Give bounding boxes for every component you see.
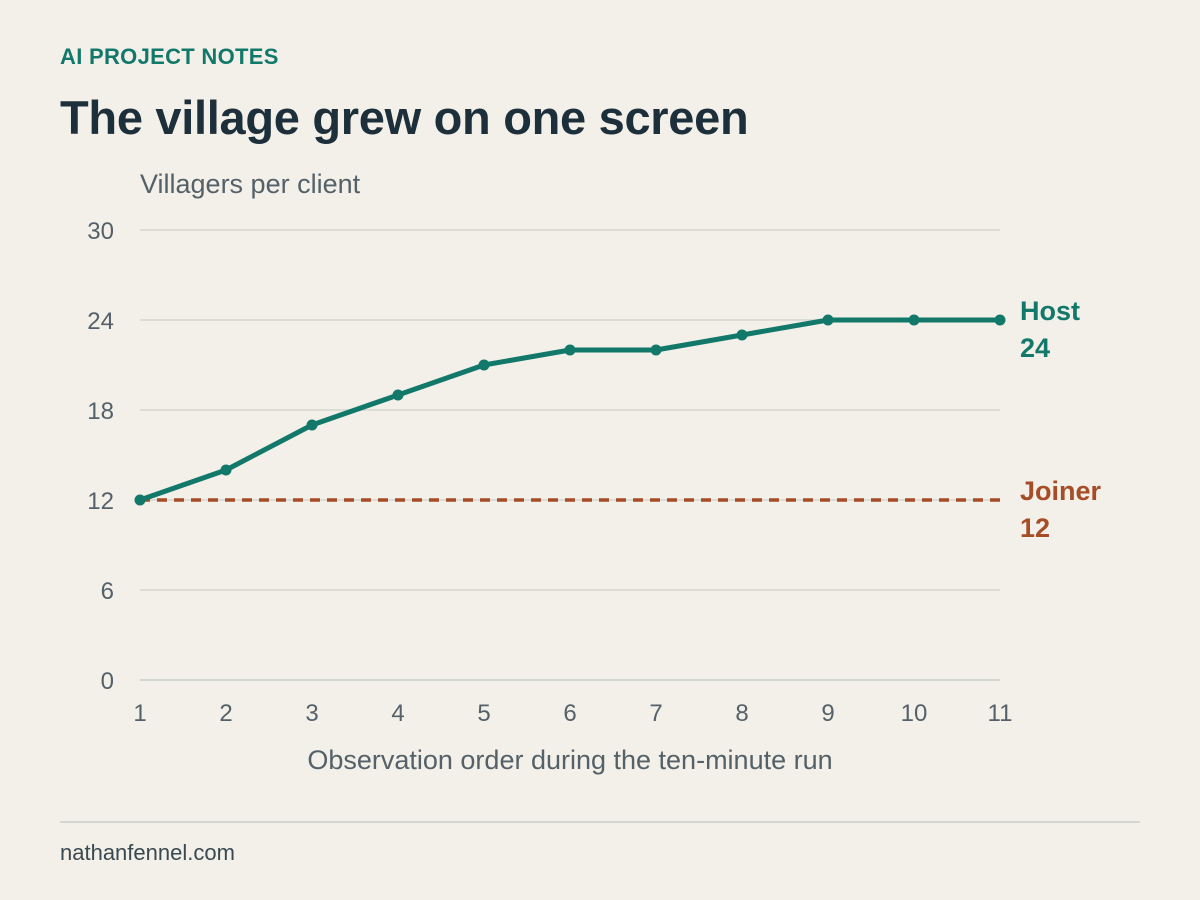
- y-axis-label: Villagers per client: [140, 169, 361, 199]
- data-point-host: [220, 464, 232, 476]
- footer-source: nathanfennel.com: [60, 840, 235, 865]
- y-tick-label: 24: [87, 308, 114, 335]
- gridlines: [140, 229, 1000, 681]
- kicker-label: AI PROJECT NOTES: [60, 44, 279, 69]
- footer-divider: [60, 821, 1140, 823]
- x-tick-label: 10: [901, 700, 928, 727]
- data-point-host: [478, 359, 490, 371]
- series-value-label-joiner: 12: [1020, 513, 1050, 543]
- x-tick-label: 8: [735, 700, 748, 727]
- data-point-host: [306, 419, 318, 431]
- chart-title: The village grew on one screen: [60, 91, 749, 144]
- x-axis-label: Observation order during the ten-minute …: [307, 745, 832, 775]
- series-name-label-host: Host: [1020, 296, 1080, 326]
- series-end-labels: Host 24 Joiner 12: [1020, 296, 1102, 543]
- x-tick-label: 2: [219, 700, 232, 727]
- series-layer: [134, 314, 1006, 506]
- series-name-label-joiner: Joiner: [1020, 476, 1102, 506]
- y-tick-label: 0: [101, 668, 114, 695]
- data-point-host: [822, 314, 834, 326]
- x-tick-label: 7: [649, 700, 662, 727]
- data-point-host: [564, 344, 576, 356]
- x-tick-label: 1: [133, 700, 146, 727]
- x-tick-label: 4: [391, 700, 404, 727]
- y-tick-label: 30: [87, 218, 114, 245]
- data-point-host: [134, 494, 146, 506]
- y-tick-label: 12: [87, 488, 114, 515]
- series-value-label-host: 24: [1020, 333, 1050, 363]
- data-point-host: [908, 314, 920, 326]
- x-tick-label: 3: [305, 700, 318, 727]
- x-tick-label: 5: [477, 700, 490, 727]
- data-point-host: [650, 344, 662, 356]
- y-tick-label: 6: [101, 578, 114, 605]
- data-point-host: [392, 389, 404, 401]
- x-tick-label: 11: [988, 700, 1013, 727]
- y-tick-label: 18: [87, 398, 114, 425]
- data-point-host: [994, 314, 1006, 326]
- x-tick-label: 9: [821, 700, 834, 727]
- data-point-host: [736, 329, 748, 341]
- x-tick-label: 6: [563, 700, 576, 727]
